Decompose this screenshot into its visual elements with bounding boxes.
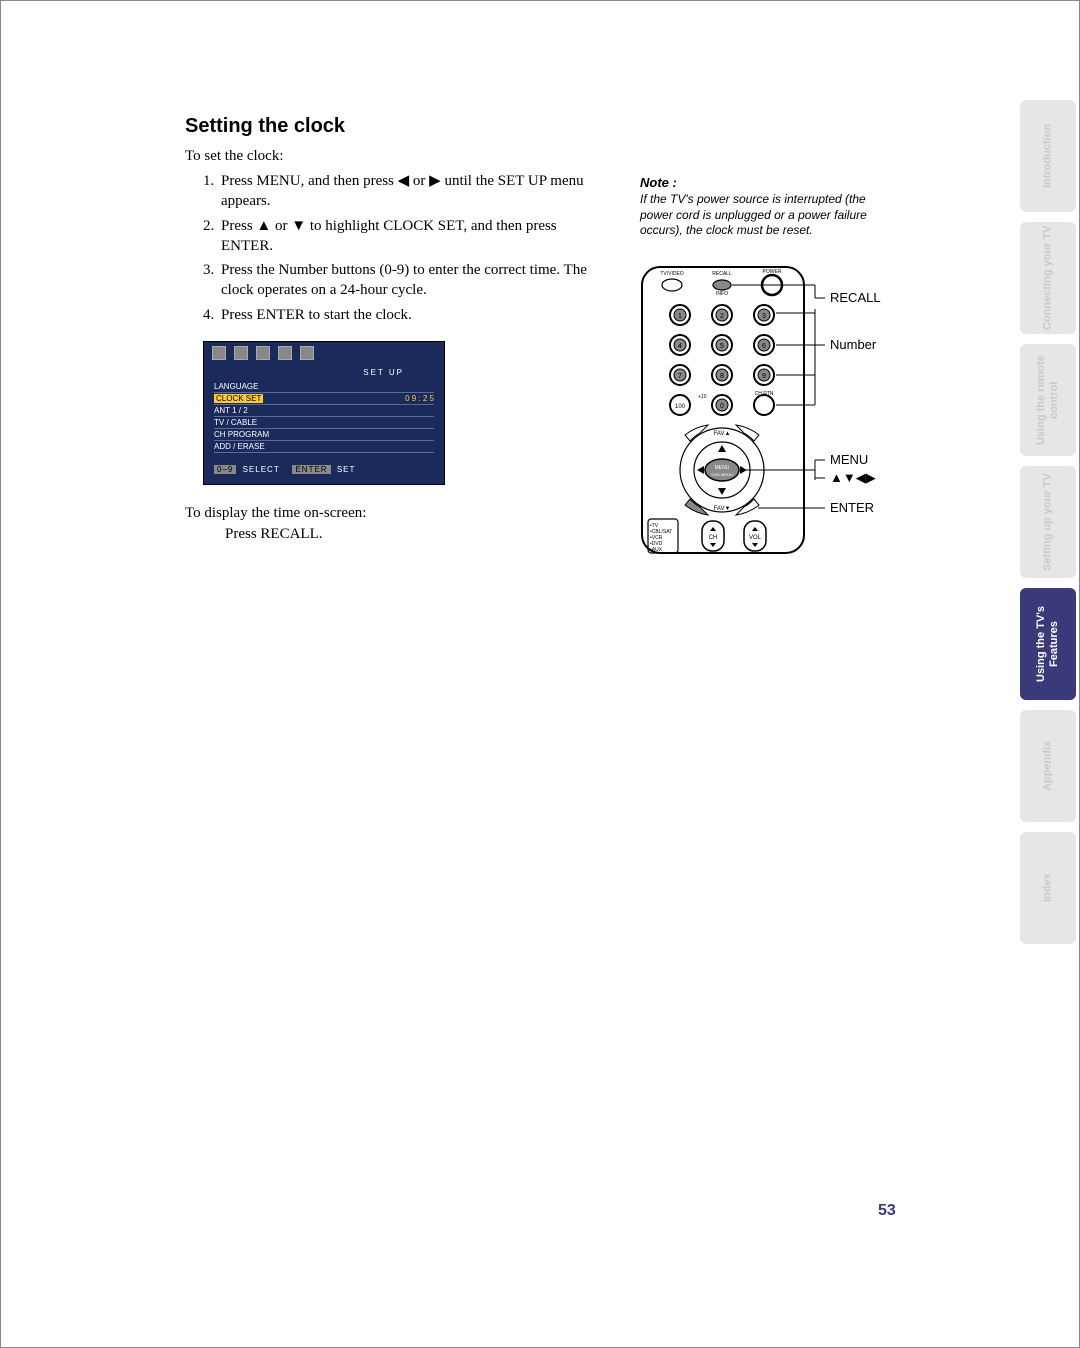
osd-screenshot: SET UP LANGUAGE CLOCK SET 0 9 : 2 5 ANT 1… bbox=[203, 341, 445, 485]
page-number: 53 bbox=[878, 1202, 896, 1220]
osd-tab-icon bbox=[234, 346, 248, 360]
osd-row-highlighted: CLOCK SET 0 9 : 2 5 bbox=[214, 393, 434, 405]
info-label: INFO bbox=[716, 291, 728, 297]
svg-text:7: 7 bbox=[678, 373, 682, 380]
remote-svg: TV/VIDEO RECALL INFO POWER 1 2 3 4 5 6 7 8 9 1… bbox=[640, 265, 910, 555]
osd-body: SET UP LANGUAGE CLOCK SET 0 9 : 2 5 ANT 1… bbox=[204, 364, 444, 484]
osd-row: LANGUAGE bbox=[214, 381, 434, 393]
osd-row-label: CLOCK SET bbox=[214, 394, 263, 403]
step-item: 1.Press MENU, and then press ◀ or ▶ unti… bbox=[203, 171, 608, 212]
osd-tab-icon bbox=[300, 346, 314, 360]
svg-text:6: 6 bbox=[762, 343, 766, 350]
favdn-label: FAV▼ bbox=[714, 506, 731, 512]
osd-row: ADD / ERASE bbox=[214, 441, 434, 453]
osd-footer-label: SET bbox=[337, 465, 356, 474]
tab-connecting[interactable]: Connecting your TV bbox=[1020, 222, 1076, 334]
step-number: 3. bbox=[203, 260, 221, 301]
tab-index[interactable]: Index bbox=[1020, 832, 1076, 944]
tab-features[interactable]: Using the TV's Features bbox=[1020, 588, 1076, 700]
power-label: POWER bbox=[763, 269, 782, 275]
svg-text:0: 0 bbox=[720, 403, 724, 410]
tab-remote[interactable]: Using the remote control bbox=[1020, 344, 1076, 456]
osd-tab-icon bbox=[256, 346, 270, 360]
osd-row: TV / CABLE bbox=[214, 417, 434, 429]
osd-row-label: CH PROGRAM bbox=[214, 430, 269, 439]
osd-footer-btn: ENTER bbox=[292, 465, 330, 474]
tab-setting-up[interactable]: Setting up your TV bbox=[1020, 466, 1076, 578]
osd-footer: 0–9 SELECT ENTER SET bbox=[214, 465, 434, 474]
osd-footer-label: SELECT bbox=[243, 465, 280, 474]
plus10-label: +10 bbox=[698, 394, 707, 400]
svg-text:•AUX: •AUX bbox=[650, 547, 663, 553]
osd-footer-btn: 0–9 bbox=[214, 465, 236, 474]
callout-recall: RECALL bbox=[830, 290, 881, 305]
osd-row: ANT 1 / 2 bbox=[214, 405, 434, 417]
svg-text:1: 1 bbox=[678, 313, 682, 320]
osd-tab-icon bbox=[212, 346, 226, 360]
step-item: 3.Press the Number buttons (0-9) to ente… bbox=[203, 260, 608, 301]
step-number: 1. bbox=[203, 171, 221, 212]
osd-row: CH PROGRAM bbox=[214, 429, 434, 441]
step-text: Press MENU, and then press ◀ or ▶ until … bbox=[221, 171, 608, 212]
osd-row-label: TV / CABLE bbox=[214, 418, 257, 427]
svg-text:5: 5 bbox=[720, 343, 724, 350]
step-text: Press ▲ or ▼ to highlight CLOCK SET, and… bbox=[221, 216, 608, 257]
step-number: 2. bbox=[203, 216, 221, 257]
note-title: Note : bbox=[640, 175, 900, 190]
svg-text:4: 4 bbox=[678, 343, 682, 350]
svg-text:9: 9 bbox=[762, 373, 766, 380]
step-number: 4. bbox=[203, 305, 221, 325]
note-text: If the TV's power source is interrupted … bbox=[640, 192, 900, 239]
intro-text: To set the clock: bbox=[185, 148, 910, 165]
svg-text:100: 100 bbox=[675, 404, 686, 410]
callout-enter: ENTER bbox=[830, 500, 874, 515]
chrtn-label: CH RTN bbox=[755, 391, 774, 397]
step-text: Press the Number buttons (0-9) to enter … bbox=[221, 260, 608, 301]
ch-label: CH bbox=[709, 535, 718, 541]
step-item: 4.Press ENTER to start the clock. bbox=[203, 305, 608, 325]
svg-text:3: 3 bbox=[762, 313, 766, 320]
svg-text:2: 2 bbox=[720, 313, 724, 320]
remote-diagram: TV/VIDEO RECALL INFO POWER 1 2 3 4 5 6 7 8 9 1… bbox=[640, 265, 910, 555]
step-text: Press ENTER to start the clock. bbox=[221, 305, 608, 325]
recall-btn-label: RECALL bbox=[712, 271, 732, 277]
osd-tab-icon bbox=[278, 346, 292, 360]
osd-menu-title: SET UP bbox=[214, 368, 404, 377]
tvvideo-label: TV/VIDEO bbox=[660, 271, 683, 277]
menu-btn-label: MENU bbox=[715, 465, 730, 471]
note-block: Note : If the TV's power source is inter… bbox=[640, 175, 900, 239]
favup-label: FAV▲ bbox=[714, 431, 731, 437]
callout-menu: MENU bbox=[830, 452, 868, 467]
osd-row-label: ADD / ERASE bbox=[214, 442, 265, 451]
osd-row-value: 0 9 : 2 5 bbox=[405, 394, 434, 403]
osd-icon-row bbox=[204, 342, 444, 364]
svg-text:8: 8 bbox=[720, 373, 724, 380]
section-heading: Setting the clock bbox=[185, 115, 910, 138]
step-list: 1.Press MENU, and then press ◀ or ▶ unti… bbox=[203, 171, 608, 325]
osd-row-label: ANT 1 / 2 bbox=[214, 406, 248, 415]
osd-row-label: LANGUAGE bbox=[214, 382, 258, 391]
vol-label: VOL bbox=[749, 535, 762, 541]
tab-introduction[interactable]: Introduction bbox=[1020, 100, 1076, 212]
section-tabs: Introduction Connecting your TV Using th… bbox=[1020, 100, 1080, 954]
callout-arrows: ▲▼◀▶ bbox=[830, 470, 876, 485]
callout-number: Number bbox=[830, 337, 877, 352]
step-item: 2.Press ▲ or ▼ to highlight CLOCK SET, a… bbox=[203, 216, 608, 257]
dvdmenu-label: DVD MENU bbox=[711, 472, 732, 477]
tab-appendix[interactable]: Appendix bbox=[1020, 710, 1076, 822]
